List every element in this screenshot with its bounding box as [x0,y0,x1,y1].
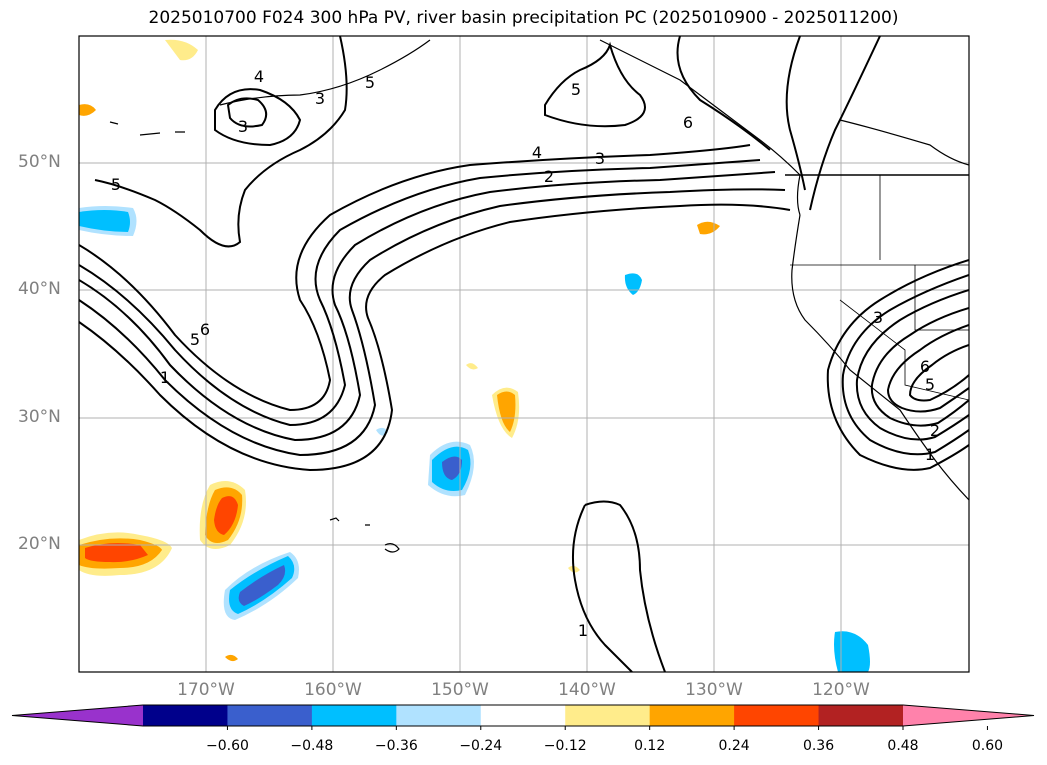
contour-labels: 4 3 5 6 3 5 4 3 2 5 6 5 1 3 6 5 2 1 1 [111,67,940,640]
contour-label: 5 [571,80,581,99]
contour-label: 4 [254,67,264,86]
colorbar-tick-label: −0.24 [459,738,503,754]
contour-label: 1 [925,445,935,464]
colorbar-tick-label: −0.36 [374,738,418,754]
colorbar-tick-label: −0.12 [543,738,587,754]
pv-contours [79,36,969,672]
contour-label: 6 [920,357,930,376]
colorbar-segment [734,705,820,726]
contour-label: 1 [160,368,170,387]
contour-label: 2 [930,421,940,440]
contour-label: 4 [532,143,542,162]
colorbar-extension-min [12,705,143,726]
colorbar-tick-label: 0.36 [802,738,835,754]
colorbar-tick-label: 0.12 [634,738,666,754]
map-frame [79,36,969,672]
lat-label: 40°N [18,279,61,299]
lon-label: 120°W [812,680,870,700]
colorbar-tick-label: 0.60 [971,738,1004,754]
colorbar-tick-label: 0.24 [718,738,750,754]
contour-label: 6 [200,320,210,339]
colorbar-segment [649,705,735,726]
contour-label: 2 [544,167,554,186]
lat-label: 20°N [18,534,61,554]
colorbar-tick-label: −0.48 [290,738,334,754]
coastlines [109,39,969,553]
colorbar-segment [818,705,904,726]
map-border [78,35,970,673]
colorbar-extension-max [903,705,1034,726]
colorbar-outline [11,704,1035,727]
colorbar-segment [480,705,566,726]
contour-label: 3 [595,149,605,168]
contour-label: 5 [190,330,200,349]
precip-shading [79,39,870,672]
colorbar [11,704,1035,730]
lat-label: 50°N [18,152,61,172]
colorbar-segment [311,705,397,726]
colorbar-tick-label: 0.48 [887,738,919,754]
lon-label: 170°W [177,680,235,700]
contour-label: 6 [683,113,693,132]
colorbar-segment [396,705,482,726]
colorbar-segment [565,705,651,726]
contour-label: 5 [365,73,375,92]
lon-label: 160°W [304,680,362,700]
graticule [79,36,969,672]
lat-label: 30°N [18,407,61,427]
contour-label: 3 [238,117,248,136]
contour-label: 3 [873,308,883,327]
map-title: 2025010700 F024 300 hPa PV, river basin … [148,8,899,28]
colorbar-segment [227,705,313,726]
lon-label: 140°W [558,680,616,700]
colorbar-tick-label: −0.60 [205,738,249,754]
contour-label: 3 [315,89,325,108]
colorbar-segment [143,705,228,726]
contour-label: 5 [925,375,935,394]
contour-label: 5 [111,175,121,194]
lon-label: 130°W [685,680,743,700]
contour-label: 1 [578,621,588,640]
lon-label: 150°W [431,680,489,700]
